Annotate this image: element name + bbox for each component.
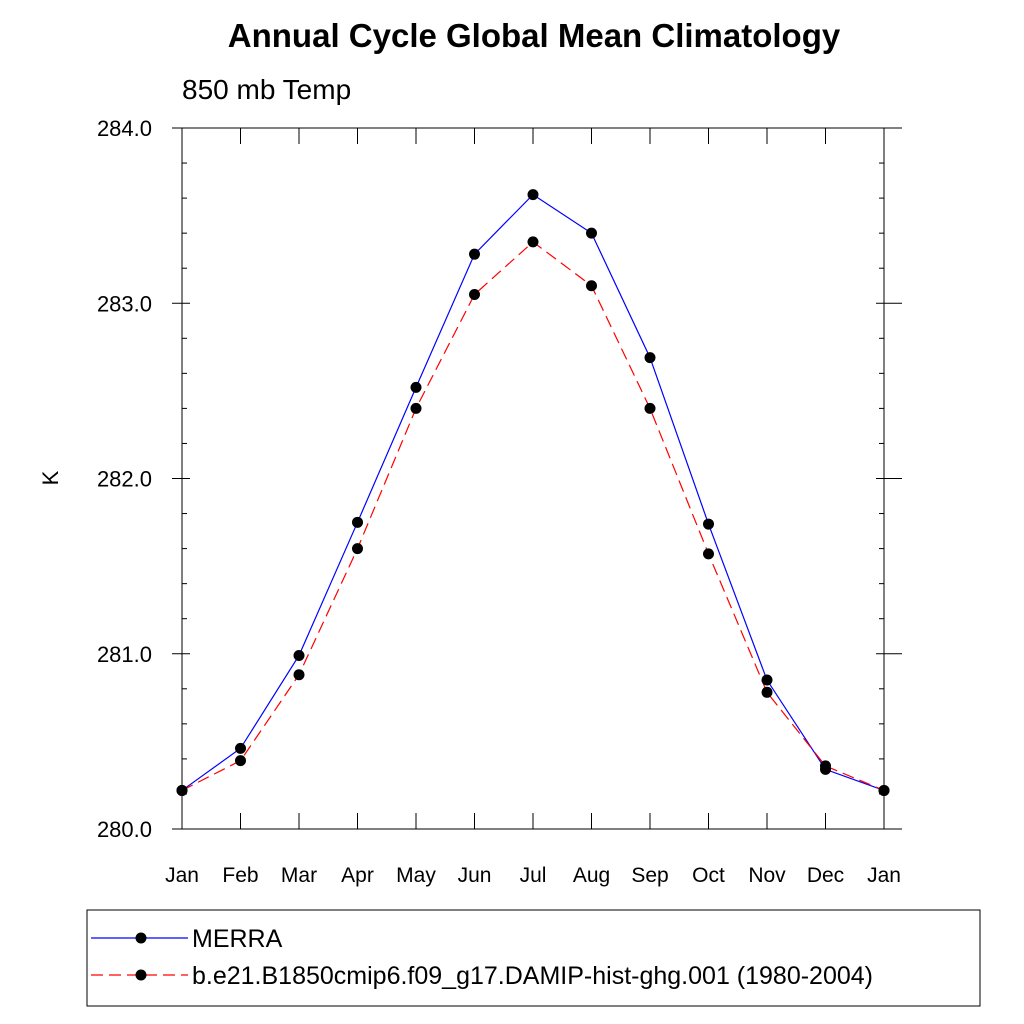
series-1-point [761,686,773,698]
series-1-point [820,760,831,772]
series-1-point [527,236,539,248]
axis-ticks [172,127,902,830]
x-tick-label: Aug [573,864,610,887]
x-tick-label: Apr [341,864,374,887]
series-0-point [235,742,246,754]
y-axis-label: K [38,470,63,485]
chart-title: Annual Cycle Global Mean Climatology [228,17,841,54]
x-tick-label: Sep [631,864,668,887]
legend-label-0: MERRA [192,925,283,953]
series-0-point [644,352,656,364]
series-0-point [761,674,773,686]
series-1-point [586,280,597,292]
legend-label-1: b.e21.B1850cmip6.f09_g17.DAMIP-hist-ghg.… [192,962,873,990]
y-tick-label: 283.0 [97,291,152,316]
chart-subtitle: 850 mb Temp [182,74,351,105]
x-tick-label: Feb [222,864,258,887]
series-1-point [469,288,480,300]
x-tick-label: Jul [520,864,547,887]
x-tick-label: Nov [748,864,786,887]
y-tick-label: 281.0 [97,642,152,667]
legend-marker-1 [135,969,147,981]
series-1-point [644,402,656,414]
series-1-point [703,548,714,560]
series-0-point [352,516,363,528]
series-0-point [410,381,422,393]
x-tick-labels: Jan Feb Mar Apr May Jun Jul Aug Sep Oct Nov Dec Jan [165,864,901,887]
y-tick-label: 284.0 [97,116,152,141]
series-line-0 [181,193,885,792]
series-1-point [878,784,890,796]
series-1-point [293,669,305,681]
legend: MERRA b.e21.B1850cmip6.f09_g17.DAMIP-hist… [91,925,873,990]
x-tick-label: Jan [867,864,901,887]
series-1-point [235,755,246,767]
legend-box [86,909,981,1007]
x-tick-label: Oct [692,864,725,887]
x-tick-label: Jan [165,864,199,887]
series-1-point [176,784,188,796]
series-line-1 [181,241,885,791]
series-layer [176,189,890,796]
x-tick-label: Jun [458,864,492,887]
series-0-point [293,650,305,662]
x-tick-label: May [396,864,436,887]
x-tick-label: Mar [281,864,317,887]
series-0-point [586,227,597,239]
series-1-point [410,402,422,414]
legend-marker-0 [135,932,147,944]
x-tick-label: Dec [807,864,844,887]
series-0-point [527,189,539,201]
y-tick-labels: 280.0 281.0 282.0 283.0 284.0 [97,116,152,842]
series-0-point [703,518,714,530]
series-1-point [352,543,363,555]
y-tick-label: 280.0 [97,817,152,842]
y-tick-label: 282.0 [97,467,152,492]
plot-frame [181,127,885,830]
series-0-point [469,248,480,260]
